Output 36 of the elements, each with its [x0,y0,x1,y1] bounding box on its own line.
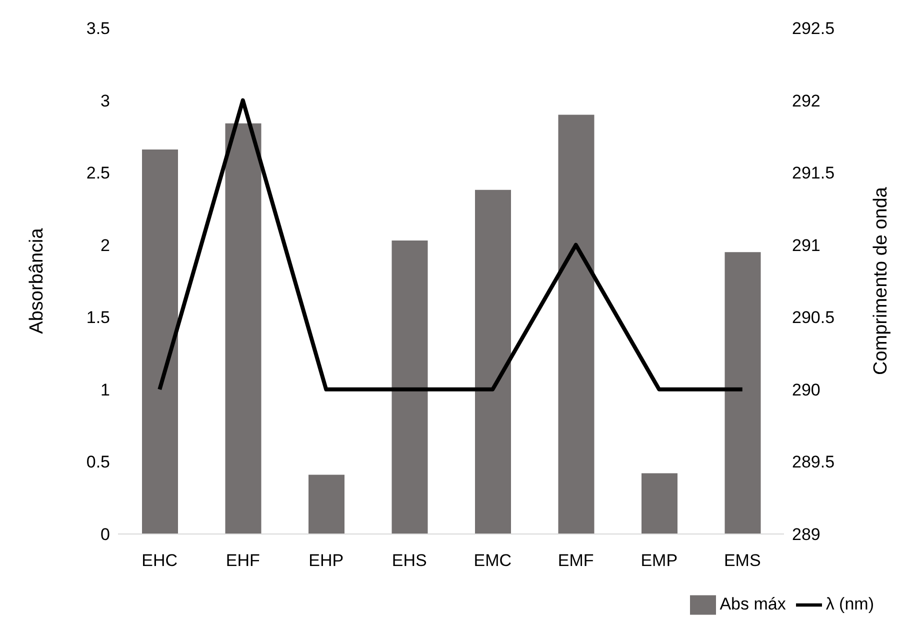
bar [225,123,262,534]
y2-tick-label: 289 [792,525,820,544]
y-tick-label: 0.5 [86,452,110,472]
y2-axis-title: Comprimento de onda [870,186,892,375]
y2-tick-label: 290.5 [792,308,835,328]
bar [558,114,594,534]
bar [308,474,344,534]
bar [142,149,178,534]
x-tick-label: EHP [308,551,344,570]
x-tick-label: EMP [640,551,678,570]
y-tick-label: 1 [100,380,110,400]
x-tick-label: EHC [142,551,178,570]
x-tick-label: EMS [724,551,761,570]
y2-tick-label: 291.5 [792,164,835,183]
x-tick-label: EHS [392,551,427,570]
y-tick-label: 0 [100,525,110,544]
x-tick-label: EMF [558,551,594,570]
y-tick-label: 2 [100,236,110,255]
y2-tick-label: 292 [792,91,820,110]
y2-tick-label: 292.5 [792,19,835,38]
y2-tick-label: 289.5 [792,452,835,472]
y2-tick-label: 290 [792,380,820,400]
bar [392,240,428,534]
legend-label: λ (nm) [826,594,874,614]
legend-label: Abs máx [720,594,786,614]
x-tick-label: EMC [474,551,512,570]
y-tick-label: 1.5 [86,308,110,328]
x-tick-label: EHF [226,551,260,570]
bar [642,473,678,534]
bar [724,252,761,534]
y-tick-label: 3.5 [86,19,110,38]
bar [475,190,511,534]
y-axis-title: Absorbância [26,228,48,334]
y2-tick-label: 291 [792,236,820,255]
y-tick-label: 3 [100,91,110,110]
y-tick-label: 2.5 [86,164,110,183]
